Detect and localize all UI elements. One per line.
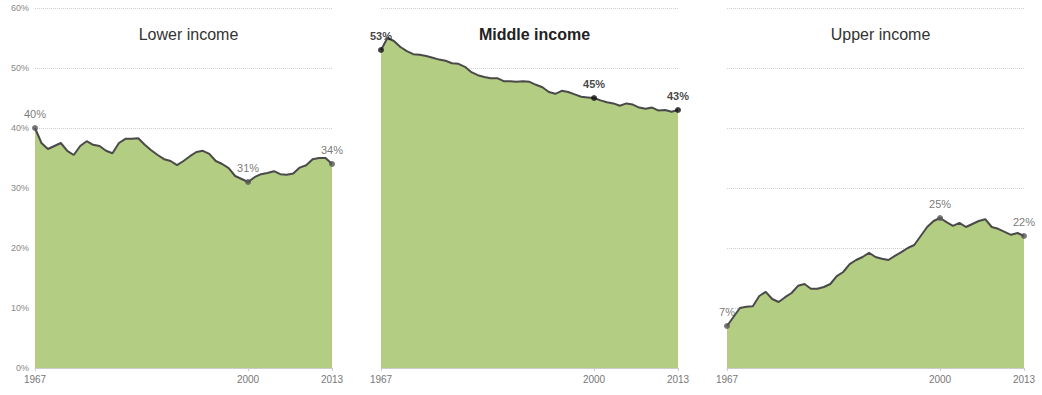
svg-text:7%: 7% bbox=[719, 306, 735, 318]
svg-text:1967: 1967 bbox=[24, 374, 47, 385]
svg-text:31%: 31% bbox=[237, 162, 259, 174]
svg-text:2000: 2000 bbox=[929, 374, 952, 385]
svg-text:2013: 2013 bbox=[667, 374, 690, 385]
svg-text:0%: 0% bbox=[16, 363, 29, 373]
svg-text:2013: 2013 bbox=[1013, 374, 1036, 385]
svg-text:Middle income: Middle income bbox=[479, 26, 590, 43]
svg-text:1967: 1967 bbox=[716, 374, 739, 385]
svg-text:53%: 53% bbox=[370, 30, 392, 42]
svg-text:Upper income: Upper income bbox=[831, 26, 931, 43]
svg-text:50%: 50% bbox=[11, 63, 29, 73]
svg-text:60%: 60% bbox=[11, 3, 29, 13]
svg-text:25%: 25% bbox=[929, 198, 951, 210]
svg-text:34%: 34% bbox=[321, 144, 343, 156]
svg-text:20%: 20% bbox=[11, 243, 29, 253]
svg-text:2000: 2000 bbox=[237, 374, 260, 385]
svg-text:2013: 2013 bbox=[321, 374, 344, 385]
svg-text:30%: 30% bbox=[11, 183, 29, 193]
svg-text:40%: 40% bbox=[11, 123, 29, 133]
svg-text:45%: 45% bbox=[583, 78, 605, 90]
svg-text:22%: 22% bbox=[1013, 216, 1035, 228]
svg-text:Lower income: Lower income bbox=[139, 26, 239, 43]
svg-text:2000: 2000 bbox=[583, 374, 606, 385]
svg-text:1967: 1967 bbox=[370, 374, 393, 385]
svg-text:40%: 40% bbox=[24, 108, 46, 120]
svg-text:43%: 43% bbox=[667, 90, 689, 102]
svg-text:10%: 10% bbox=[11, 303, 29, 313]
